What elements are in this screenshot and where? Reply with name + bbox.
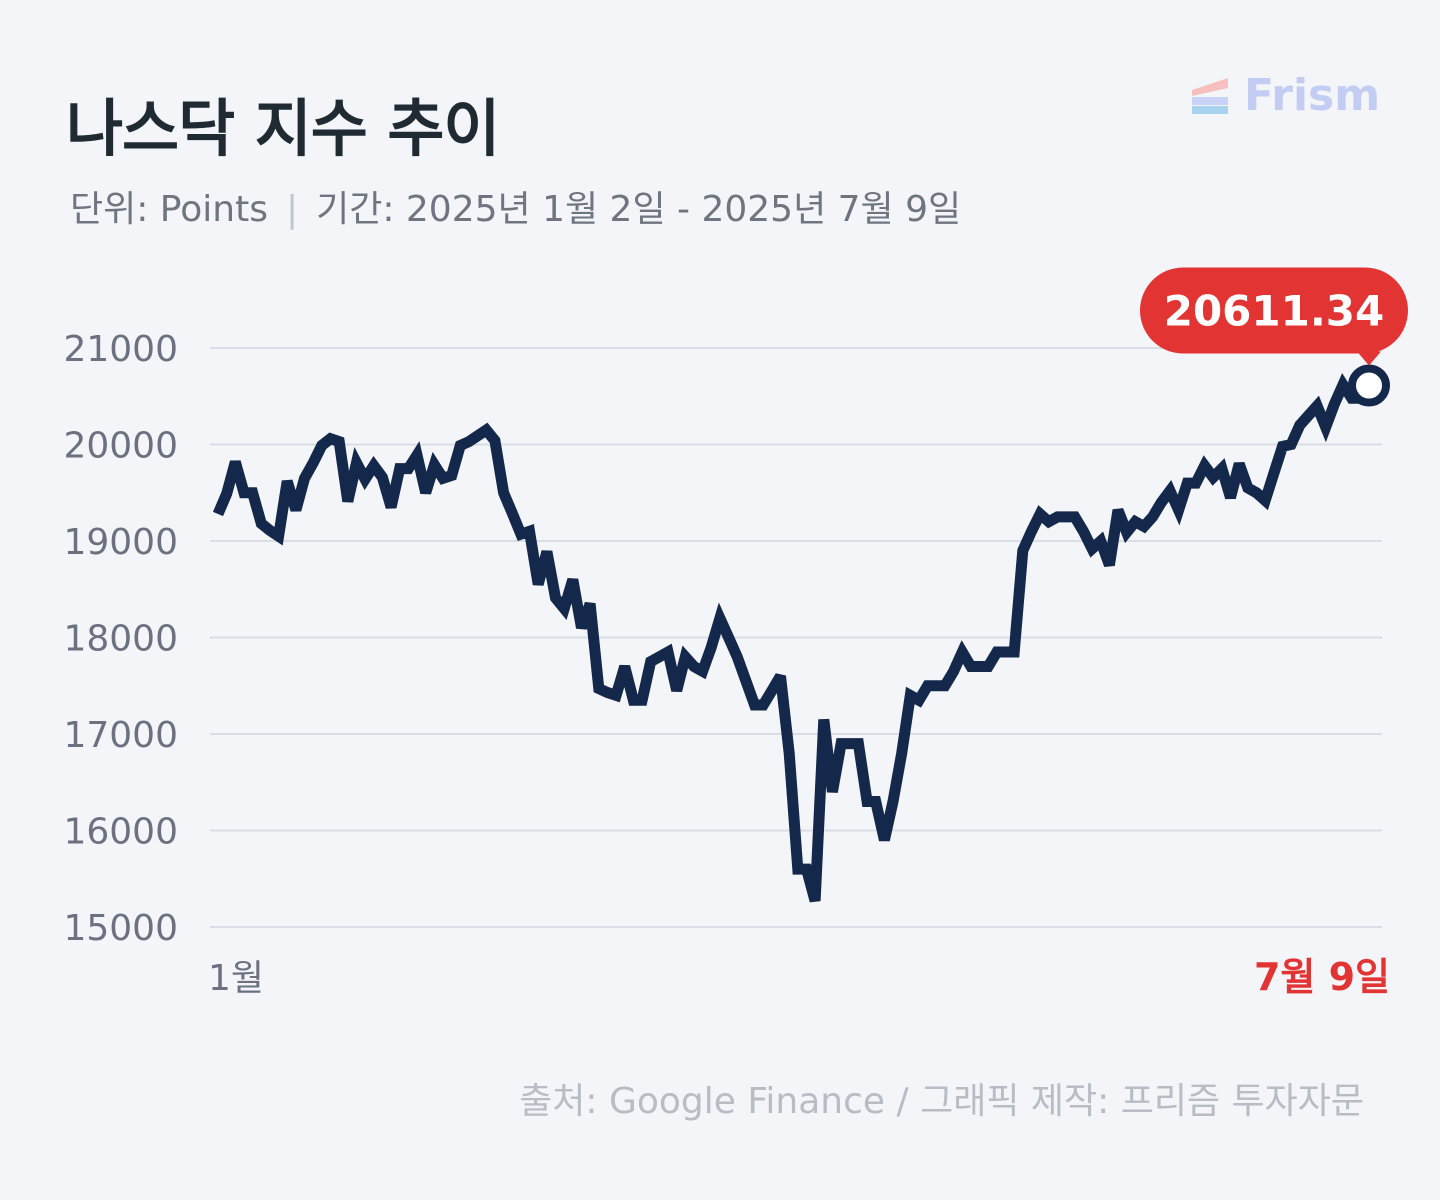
period-label: 기간: 2025년 1월 2일 - 2025년 7월 9일 <box>316 189 962 230</box>
y-tick-label: 15000 <box>63 908 178 949</box>
last-point-marker <box>1348 364 1390 407</box>
stacked-bars-logo-icon <box>1192 77 1228 114</box>
brand-logo: Frism <box>1190 70 1380 121</box>
x-label-end: 7월 9일 <box>1254 955 1390 999</box>
source-credit: 출처: Google Finance / 그래픽 제작: 프리즘 투자자문 <box>519 1081 1364 1122</box>
chart-subtitle: 단위: Points | 기간: 2025년 1월 2일 - 2025년 7월 9일 <box>70 180 961 232</box>
y-tick-label: 17000 <box>63 715 178 756</box>
y-tick-label: 19000 <box>63 522 178 563</box>
series-line-nasdaq <box>212 373 1374 903</box>
x-label-start: 1월 <box>208 958 264 999</box>
logo-text: Frism <box>1244 70 1381 121</box>
y-tick-label: 21000 <box>63 329 178 370</box>
y-tick-label: 18000 <box>63 619 178 660</box>
y-tick-label: 20000 <box>63 426 178 467</box>
subtitle-separator: | <box>285 189 299 230</box>
unit-label: 단위: Points <box>70 189 268 230</box>
y-tick-label: 16000 <box>63 812 178 853</box>
page-title: 나스닥 지수 추이 <box>66 92 500 165</box>
value-callout-pointer <box>1357 351 1381 366</box>
last-value-label: 20611.34 <box>1164 287 1385 336</box>
value-callout-bubble <box>1140 267 1408 354</box>
